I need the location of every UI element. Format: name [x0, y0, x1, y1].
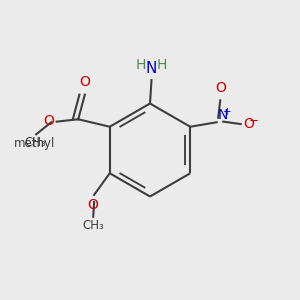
Text: O: O — [87, 199, 98, 212]
Text: +: + — [223, 107, 231, 117]
Text: O: O — [44, 114, 55, 128]
Text: CH₃: CH₃ — [24, 136, 46, 149]
Text: −: − — [249, 114, 259, 127]
Text: CH₃: CH₃ — [82, 220, 104, 232]
Text: H: H — [157, 58, 167, 72]
Text: methyl: methyl — [14, 137, 56, 150]
Text: N: N — [146, 61, 157, 76]
Text: N: N — [218, 108, 228, 122]
Text: O: O — [215, 81, 226, 95]
Text: O: O — [80, 75, 90, 89]
Text: H: H — [136, 58, 146, 72]
Text: O: O — [244, 117, 254, 131]
